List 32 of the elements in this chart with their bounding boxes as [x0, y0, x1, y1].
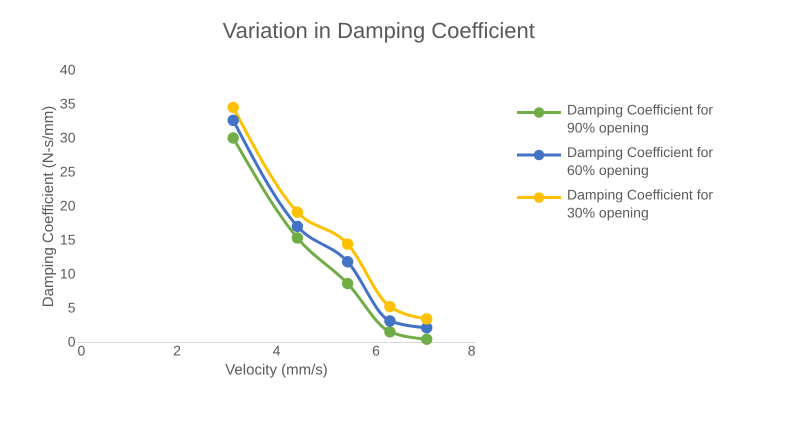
point	[384, 300, 396, 312]
point	[228, 132, 239, 144]
legend-label: Damping Coefficient for 30% opening	[567, 186, 714, 220]
legend-label: Damping Coefficient for 60% opening	[567, 144, 714, 178]
y-tick-label: 15	[60, 232, 76, 248]
point	[292, 220, 304, 232]
x-tick-label: 8	[468, 342, 476, 358]
x-axis-title: Velocity (mm/s)	[225, 362, 328, 378]
y-axis-title: Damping Coefficient (N-s/mm)	[40, 106, 57, 308]
point	[292, 232, 304, 244]
point	[421, 334, 432, 345]
legend-label: Damping Coefficient for 90% opening	[567, 102, 714, 136]
y-tick-label: 20	[60, 198, 76, 214]
point	[342, 256, 354, 268]
point	[342, 238, 354, 250]
y-tick-label: 10	[60, 266, 76, 282]
point	[292, 206, 304, 218]
point	[384, 315, 396, 327]
point	[228, 114, 239, 126]
y-tick-label: 5	[68, 300, 76, 316]
point	[342, 278, 354, 290]
y-tick-label: 30	[60, 130, 76, 146]
x-tick-label: 2	[173, 342, 182, 358]
point	[228, 102, 239, 114]
y-tick-label: 40	[60, 62, 76, 78]
point	[421, 313, 432, 325]
point	[384, 326, 396, 338]
chart-title: Variation in Damping Coefficient	[222, 18, 535, 43]
x-tick-label: 4	[272, 342, 281, 358]
x-tick-label: 6	[372, 342, 380, 358]
y-tick-label: 35	[60, 96, 76, 112]
y-tick-label: 25	[60, 164, 76, 180]
